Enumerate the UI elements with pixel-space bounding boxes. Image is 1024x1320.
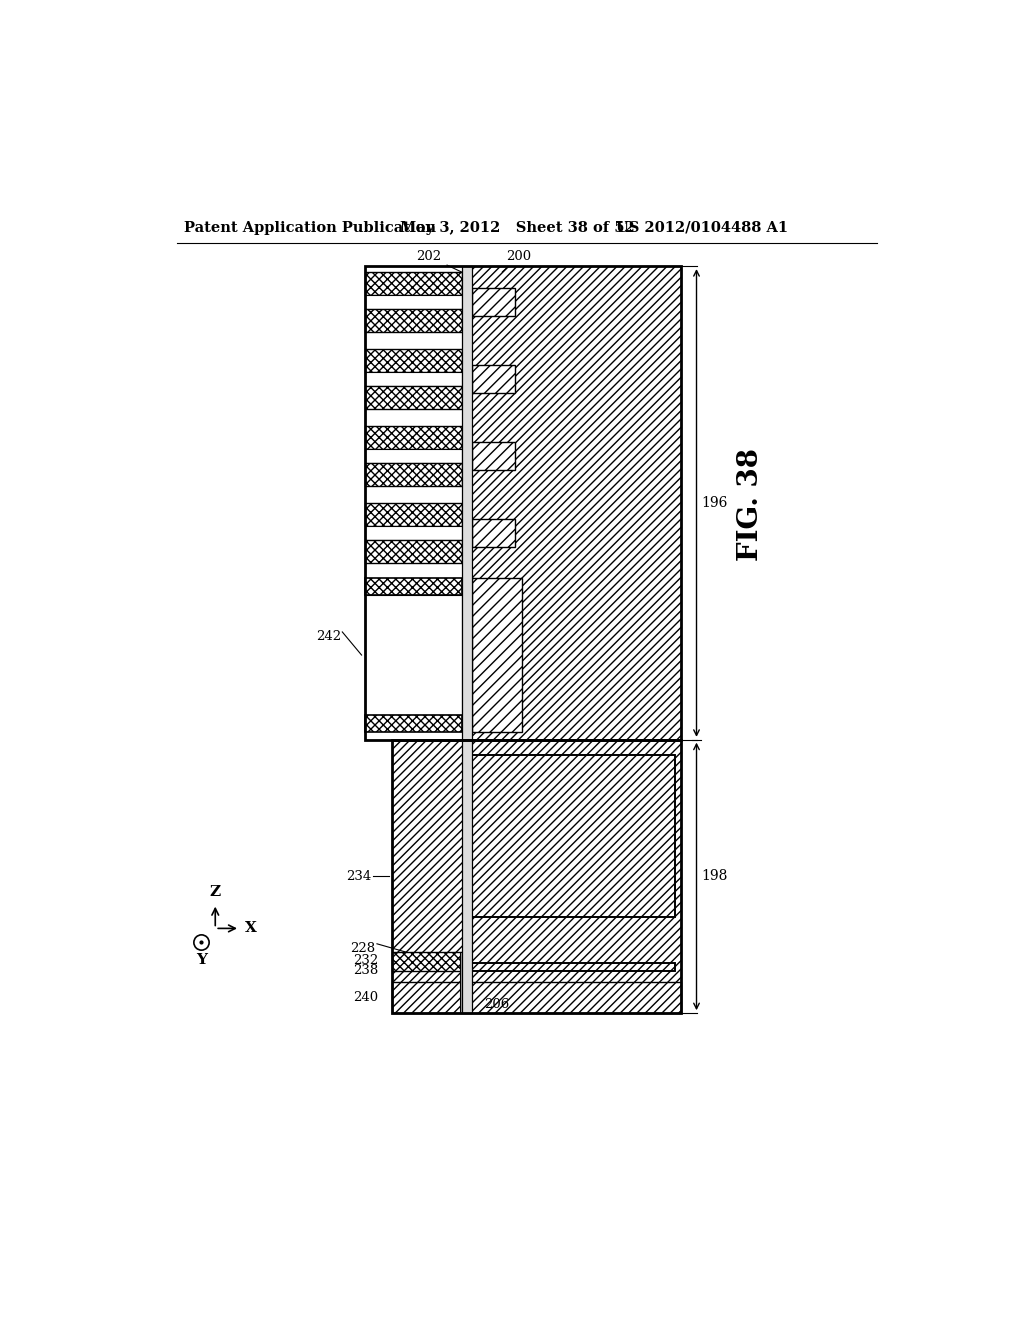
Bar (472, 578, 522, 733)
Bar (472, 366, 515, 393)
Bar (462, 267, 681, 739)
Bar (366, 350, 462, 372)
Bar (366, 267, 681, 739)
Bar (366, 309, 462, 331)
Bar (366, 595, 462, 715)
Bar (366, 503, 462, 527)
Bar (472, 519, 515, 546)
Text: Z: Z (210, 886, 221, 899)
Text: X: X (245, 921, 256, 936)
Text: May 3, 2012   Sheet 38 of 52: May 3, 2012 Sheet 38 of 52 (400, 220, 635, 235)
Text: 240: 240 (353, 991, 379, 1005)
Text: 234: 234 (346, 870, 372, 883)
Bar (392, 952, 469, 970)
Bar (366, 296, 462, 309)
Bar (392, 739, 681, 1014)
Bar (472, 964, 675, 970)
Bar (366, 450, 462, 462)
Text: 228: 228 (350, 942, 376, 956)
Text: Patent Application Publication: Patent Application Publication (184, 220, 436, 235)
Bar (472, 755, 675, 917)
Bar (472, 442, 515, 470)
Bar (392, 739, 462, 1014)
Bar (366, 426, 462, 449)
Bar (472, 755, 675, 917)
Bar (366, 462, 462, 486)
Bar (460, 952, 463, 1014)
Text: FIG. 38: FIG. 38 (737, 449, 764, 561)
Text: 198: 198 (701, 870, 727, 883)
Bar (462, 739, 472, 1014)
Bar (472, 964, 675, 970)
Bar (366, 578, 462, 595)
Bar (392, 739, 681, 1014)
Bar (366, 540, 462, 562)
Text: Y: Y (196, 953, 207, 968)
Bar (366, 272, 462, 296)
Bar (366, 372, 462, 385)
Text: 242: 242 (315, 631, 341, 643)
Bar (366, 527, 462, 540)
Bar (462, 267, 472, 739)
Text: 206: 206 (484, 998, 509, 1011)
Text: 188: 188 (497, 611, 522, 624)
Bar (392, 982, 681, 1014)
Text: 196: 196 (701, 496, 727, 510)
Text: 202: 202 (417, 249, 463, 273)
Bar (472, 288, 515, 315)
Text: 200: 200 (502, 249, 531, 272)
Text: 238: 238 (353, 964, 379, 977)
Bar (462, 267, 681, 739)
Text: 232: 232 (353, 954, 379, 968)
Bar (366, 715, 462, 733)
Bar (366, 385, 462, 409)
Text: US 2012/0104488 A1: US 2012/0104488 A1 (615, 220, 787, 235)
